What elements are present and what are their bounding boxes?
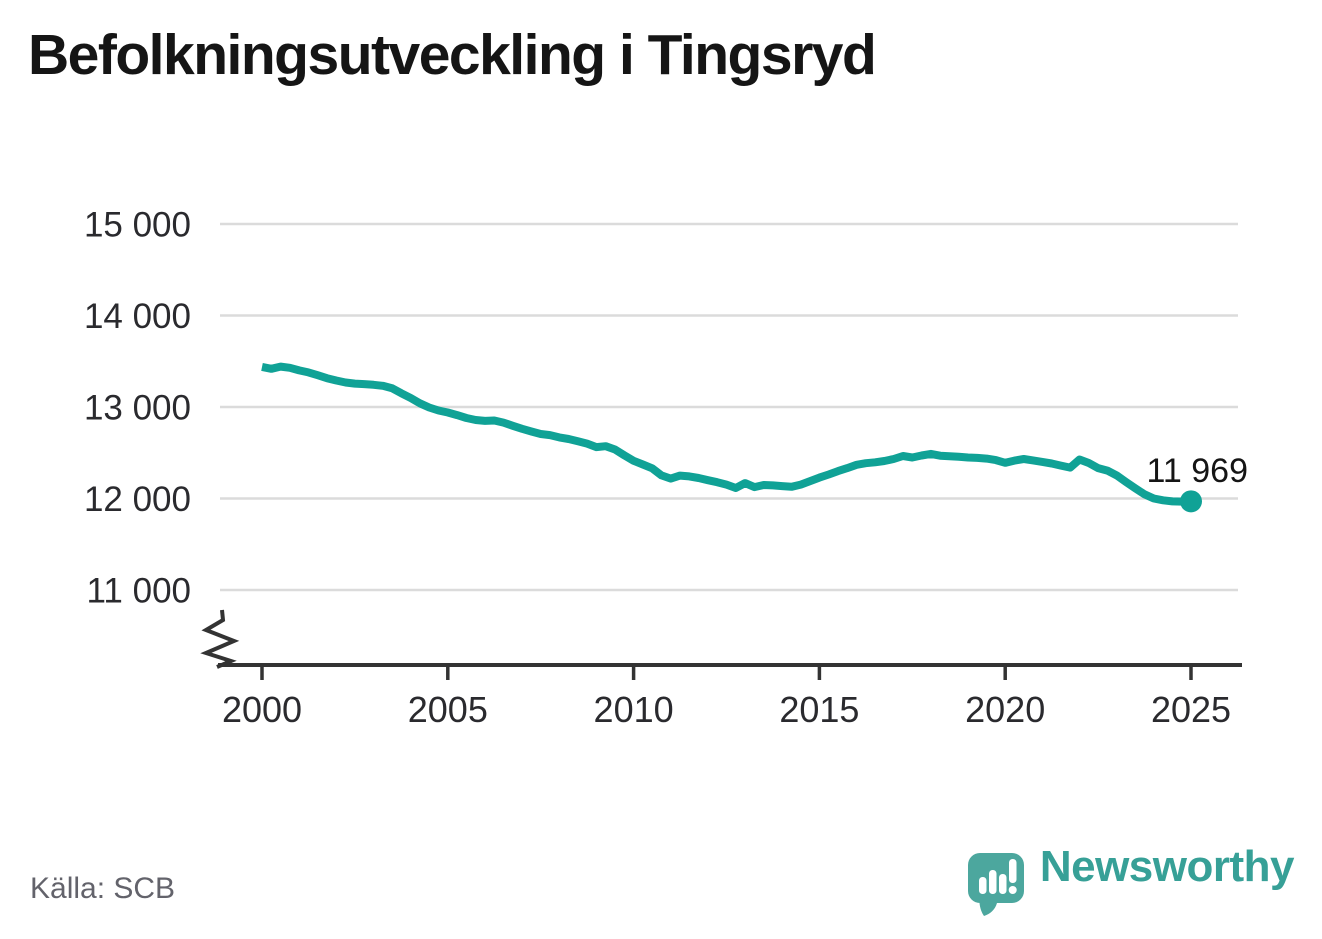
x-tick-label: 2010 — [594, 689, 674, 730]
newsworthy-wordmark: Newsworthy — [1039, 842, 1295, 891]
x-tick-label: 2025 — [1151, 689, 1231, 730]
newsworthy-logo: Newsworthy — [967, 842, 1295, 919]
x-tick-label: 2000 — [222, 689, 302, 730]
bar-icon-3 — [998, 874, 1007, 894]
y-tick-label: 15 000 — [84, 206, 191, 245]
axis-break-icon — [200, 609, 240, 669]
last-value-dot — [1180, 490, 1202, 513]
chart-title: Befolkningsutveckling i Tingsryd — [28, 23, 877, 87]
last-value-label: 11 969 — [1147, 452, 1248, 490]
newsworthy-logo-icon — [967, 853, 1024, 916]
x-tick-label: 2020 — [965, 689, 1045, 730]
x-tick-label: 2005 — [408, 689, 488, 730]
bar-icon-2 — [988, 870, 997, 894]
source-note: Källa: SCB — [30, 872, 176, 905]
bar-icon-1 — [978, 877, 987, 894]
exclamation-dot-icon — [1008, 886, 1017, 894]
y-tick-label: 11 000 — [87, 572, 191, 611]
y-tick-label: 14 000 — [84, 297, 191, 336]
exclamation-bar-icon — [1008, 859, 1017, 883]
population-line — [261, 362, 1192, 506]
y-tick-label: 12 000 — [84, 480, 191, 519]
y-tick-label: 13 000 — [84, 389, 191, 428]
x-tick-label: 2015 — [779, 689, 859, 730]
